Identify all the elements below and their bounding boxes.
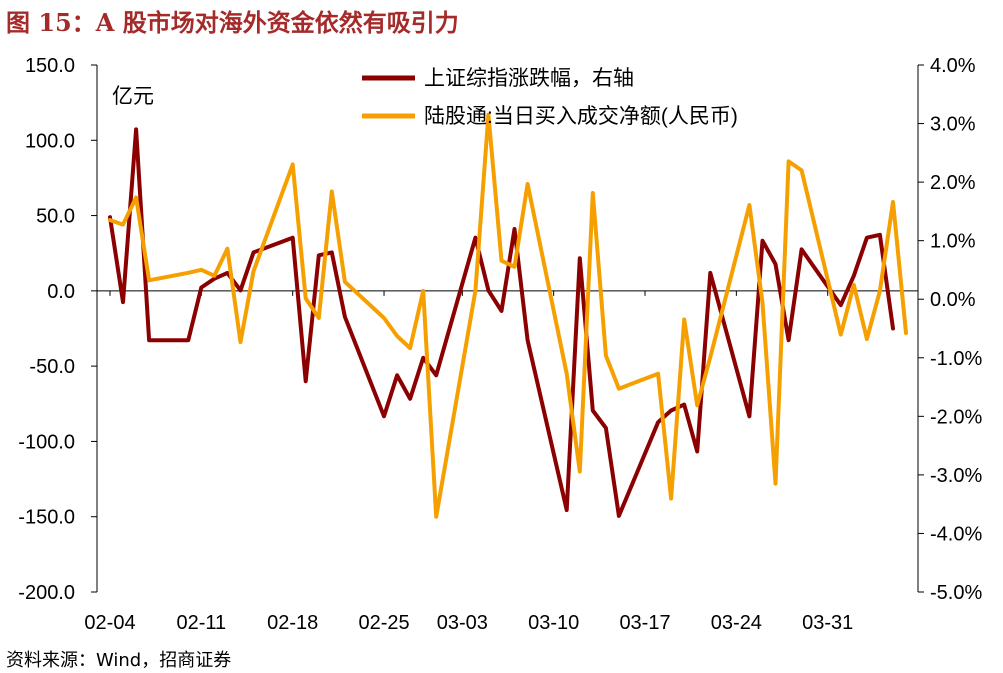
left-axis-unit-label: 亿元 (112, 85, 154, 108)
right-axis-tick-label: -4.0% (930, 523, 982, 545)
x-axis-tick-label: 03-17 (619, 612, 670, 634)
chart-title: 图 15：A 股市场对海外资金依然有吸引力 (6, 8, 459, 37)
right-axis-tick-label: -3.0% (930, 465, 982, 487)
right-axis-tick-label: 0.0% (930, 289, 976, 311)
left-axis-tick-label: -50.0 (29, 356, 75, 378)
right-axis-tick-label: 4.0% (930, 55, 976, 77)
x-axis-tick-label: 02-18 (267, 612, 318, 634)
left-axis-tick-label: 100.0 (25, 130, 75, 152)
right-axis-tick-label: 2.0% (930, 172, 976, 194)
chart-axes: -200.0 -150.0 -100.0 -50.0 0.0 50.0 100.0 150.0… (18, 55, 982, 634)
source-note: 资料来源：Wind，招商证券 (6, 650, 232, 671)
left-axis-tick-label: -100.0 (18, 431, 75, 453)
x-axis-tick-label: 03-03 (437, 612, 488, 634)
x-axis-tick-label: 03-10 (528, 612, 579, 634)
x-axis-tick-label: 03-24 (711, 612, 762, 634)
right-axis-tick-label: -5.0% (930, 582, 982, 604)
left-axis-tick-label: 50.0 (36, 206, 75, 228)
left-axis-tick-label: -150.0 (18, 507, 75, 529)
series-line-northbound-net-buy (108, 112, 908, 519)
legend-label: 上证综指涨跌幅，右轴 (424, 67, 634, 90)
right-axis-tick-label: 1.0% (930, 231, 976, 253)
right-axis-tick-label: -1.0% (930, 348, 982, 370)
legend-label: 陆股通:当日买入成交净额(人民币) (424, 105, 738, 128)
right-axis-tick-label: -2.0% (930, 406, 982, 428)
x-axis-tick-label: 02-11 (177, 612, 227, 634)
x-axis-tick-label: 03-31 (802, 612, 853, 634)
chart-series (108, 112, 908, 519)
left-axis-tick-label: -200.0 (18, 582, 75, 604)
x-axis-tick-label: 02-25 (358, 612, 409, 634)
x-axis-tick-label: 02-04 (84, 612, 135, 634)
left-axis-tick-label: 0.0 (47, 281, 75, 303)
left-axis-tick-label: 150.0 (25, 55, 75, 77)
right-axis-tick-label: 3.0% (930, 114, 976, 136)
